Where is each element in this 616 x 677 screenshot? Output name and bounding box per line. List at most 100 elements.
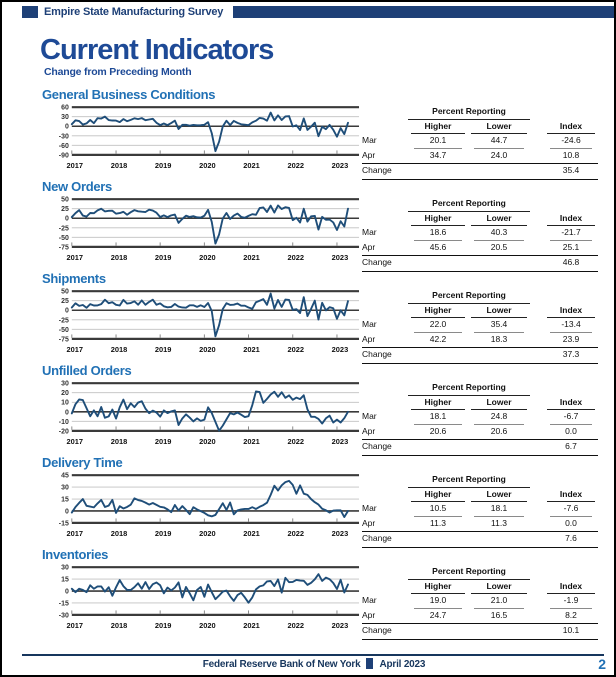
mar-higher: 10.5 <box>414 502 462 517</box>
row-label-change: Change <box>362 441 392 451</box>
svg-text:2021: 2021 <box>243 345 260 354</box>
column-header-index: Index <box>547 396 595 410</box>
svg-text:-10: -10 <box>59 419 69 426</box>
row-label-apr: Apr <box>362 425 376 436</box>
section-unfilled-orders: Unfilled Orders 30 20 10 0 -10 -20 2017 2018 201… <box>42 364 598 456</box>
svg-text:2017: 2017 <box>67 345 84 354</box>
banner-bar <box>233 5 614 18</box>
svg-text:2022: 2022 <box>287 621 304 630</box>
mar-index: -24.6 <box>550 134 592 149</box>
change-index: 46.8 <box>562 257 580 267</box>
apr-index: 8.2 <box>565 609 577 620</box>
column-group-header: Percent Reporting <box>408 105 530 120</box>
column-header-index: Index <box>547 212 595 226</box>
row-label-mar: Mar <box>362 227 377 237</box>
svg-text:2019: 2019 <box>155 621 172 630</box>
mar-lower: 35.4 <box>474 318 524 333</box>
svg-text:-90: -90 <box>59 152 69 159</box>
mar-lower: 40.3 <box>474 226 524 241</box>
svg-text:50: 50 <box>61 289 69 296</box>
mar-index: -21.7 <box>550 226 592 241</box>
svg-text:-75: -75 <box>59 336 69 343</box>
table-rule <box>362 546 598 548</box>
svg-text:30: 30 <box>61 381 69 388</box>
section-title: Unfilled Orders <box>42 363 132 378</box>
svg-text:2020: 2020 <box>199 345 216 354</box>
svg-text:-30: -30 <box>59 133 69 140</box>
mar-lower: 18.1 <box>474 502 524 517</box>
svg-text:0: 0 <box>65 409 69 416</box>
apr-index: 10.8 <box>562 149 580 160</box>
column-header-higher: Higher <box>411 212 465 226</box>
section-title: General Business Conditions <box>42 87 216 102</box>
column-header-lower: Lower <box>471 488 527 502</box>
svg-text:15: 15 <box>61 577 69 584</box>
row-label-change: Change <box>362 349 392 359</box>
column-group-header: Percent Reporting <box>408 289 530 304</box>
svg-text:0: 0 <box>65 216 69 223</box>
row-label-apr: Apr <box>362 517 376 528</box>
column-header-lower: Lower <box>471 212 527 226</box>
svg-text:45: 45 <box>61 473 69 480</box>
apr-higher: 24.7 <box>429 609 447 620</box>
footer-date: April 2023 <box>379 659 426 670</box>
svg-text:2022: 2022 <box>287 345 304 354</box>
footer: Federal Reserve Bank of New York April 20… <box>22 654 606 672</box>
apr-lower: 20.5 <box>490 241 508 252</box>
table-rule <box>362 622 598 624</box>
svg-text:-60: -60 <box>59 143 69 150</box>
svg-text:0: 0 <box>65 308 69 315</box>
column-header-index: Index <box>547 304 595 318</box>
footer-divider <box>22 654 604 656</box>
svg-text:25: 25 <box>61 206 69 213</box>
column-header-lower: Lower <box>471 120 527 134</box>
svg-text:2023: 2023 <box>332 253 349 262</box>
section-shipments: Shipments 50 25 0 -25 -50 -75 2017 2018 2019 2020… <box>42 272 598 364</box>
line-chart-shipments: 50 25 0 -25 -50 -75 2017 2018 2019 2020 2021 2022 20… <box>59 289 360 354</box>
mar-lower: 44.7 <box>474 134 524 149</box>
column-header-index: Index <box>547 580 595 594</box>
svg-text:2021: 2021 <box>243 437 260 446</box>
footer-org: Federal Reserve Bank of New York <box>202 659 361 670</box>
apr-index: 0.0 <box>565 425 577 436</box>
section-inventories: Inventories 30 15 0 -15 -30 2017 2018 2019 2020 2… <box>42 548 598 640</box>
row-label-change: Change <box>362 257 392 267</box>
footer-separator-block <box>366 658 374 669</box>
column-header-higher: Higher <box>411 304 465 318</box>
svg-text:2018: 2018 <box>111 253 128 262</box>
apr-index: 25.1 <box>562 241 580 252</box>
table-shipments: Percent Reporting Higher Lower Index Mar… <box>362 289 598 364</box>
row-label-mar: Mar <box>362 503 377 513</box>
change-index: 10.1 <box>562 625 580 635</box>
svg-text:2020: 2020 <box>199 529 216 538</box>
svg-text:2021: 2021 <box>243 253 260 262</box>
svg-text:2018: 2018 <box>111 437 128 446</box>
svg-text:2019: 2019 <box>155 345 172 354</box>
table-new-orders: Percent Reporting Higher Lower Index Mar… <box>362 197 598 272</box>
row-label-apr: Apr <box>362 333 376 344</box>
column-header-lower: Lower <box>471 396 527 410</box>
banner-square <box>22 5 38 18</box>
mar-higher: 18.1 <box>414 410 462 425</box>
svg-text:2021: 2021 <box>243 161 260 170</box>
column-group-header: Percent Reporting <box>408 197 530 212</box>
row-label-change: Change <box>362 165 392 175</box>
svg-text:2023: 2023 <box>332 437 349 446</box>
table-delivery-time: Percent Reporting Higher Lower Index Mar… <box>362 473 598 548</box>
change-index: 37.3 <box>562 349 580 359</box>
row-label-mar: Mar <box>362 411 377 421</box>
section-delivery-time: Delivery Time 45 30 15 0 -15 2017 2018 2019 2020… <box>42 456 598 548</box>
svg-text:2019: 2019 <box>155 161 172 170</box>
apr-higher: 34.7 <box>429 149 447 160</box>
apr-lower: 11.3 <box>491 517 507 528</box>
apr-index: 0.0 <box>565 517 577 528</box>
table-general-business-conditions: Percent Reporting Higher Lower Index Mar… <box>362 105 598 180</box>
svg-text:2022: 2022 <box>287 437 304 446</box>
svg-text:-15: -15 <box>59 520 69 527</box>
mar-higher: 20.1 <box>414 134 462 149</box>
top-banner: Empire State Manufacturing Survey <box>2 4 614 19</box>
svg-text:2023: 2023 <box>332 161 349 170</box>
svg-text:-30: -30 <box>59 612 69 619</box>
page-number: 2 <box>598 656 606 672</box>
